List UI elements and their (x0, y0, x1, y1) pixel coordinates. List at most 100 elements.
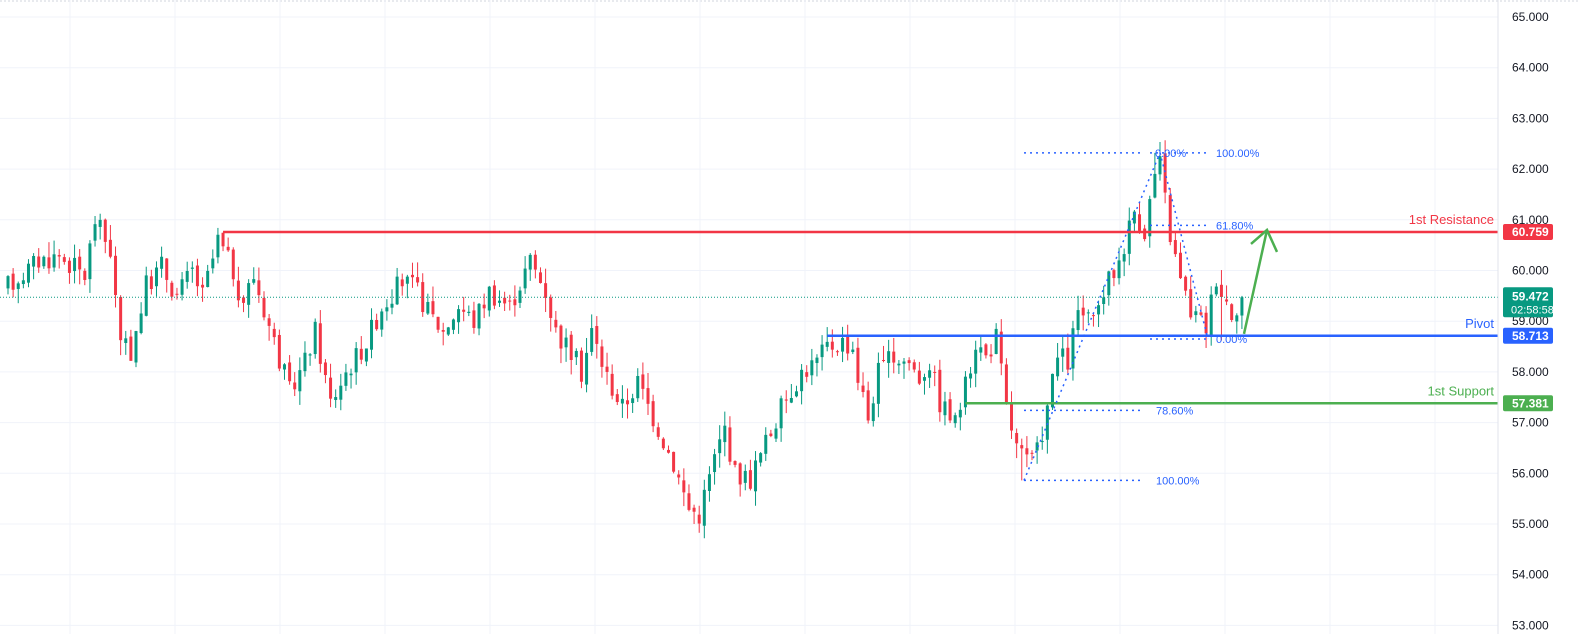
candle-body (620, 398, 624, 404)
candle-body (656, 427, 660, 437)
candle-body (211, 258, 215, 269)
candle-body (902, 361, 906, 364)
candle-body (180, 279, 184, 295)
candle-body (646, 388, 650, 404)
candle-body (421, 282, 425, 313)
candle-body (518, 290, 522, 303)
candle-body (846, 337, 850, 354)
candle-body (651, 401, 655, 427)
candle-body (682, 480, 686, 493)
candle-body (569, 334, 573, 360)
candle-body (37, 256, 41, 268)
candle-body (590, 328, 594, 352)
candle-body (323, 362, 327, 376)
candle-body (1045, 405, 1049, 440)
candle-body (1235, 315, 1239, 322)
candle-body (841, 337, 845, 352)
candle-body (871, 403, 875, 422)
candle-body (88, 243, 92, 280)
candle-body (221, 232, 225, 247)
candle-body (943, 401, 947, 416)
candle-body (641, 374, 645, 389)
candle-body (1071, 328, 1075, 369)
candle-body (149, 276, 153, 290)
candle-body (523, 268, 527, 289)
candle-body (93, 224, 97, 241)
candle-body (887, 351, 891, 363)
candle-body (912, 362, 916, 370)
level-price-badge-text: 60.759 (1512, 225, 1549, 239)
candle-body (789, 398, 793, 403)
level-price-badge (1503, 224, 1553, 241)
candle-body (175, 293, 179, 295)
candle-body (160, 256, 164, 269)
level-name-label: 1st Support (1428, 383, 1495, 398)
candle-body (897, 363, 901, 366)
candle-body (1189, 289, 1193, 318)
candle-body (370, 319, 374, 350)
candle-body (1117, 260, 1121, 279)
candle-body (928, 370, 932, 378)
candle-body (1127, 220, 1131, 254)
candle-body (1184, 276, 1188, 291)
candle-body (1020, 445, 1024, 449)
candle-body (989, 354, 993, 357)
candle-body (32, 255, 36, 267)
fib-label: 0.00% (1155, 148, 1186, 160)
candle-body (1178, 252, 1182, 279)
candle-body (856, 347, 860, 383)
fib-label: 61.80% (1216, 220, 1254, 232)
level-price-badge (1503, 395, 1553, 412)
candle-body (538, 272, 542, 283)
candle-body (666, 449, 670, 453)
candle-body (462, 309, 466, 312)
candle-body (426, 301, 430, 314)
candle-body (779, 398, 783, 429)
candle-body (564, 337, 568, 348)
candle-body (165, 258, 169, 280)
candle-body (1143, 228, 1147, 240)
fibonacci-retracements: 100.00% 78.60% 0.00% 100.00% 61.80% 0.00% (1023, 148, 1260, 487)
candle-body (585, 352, 589, 385)
candle-body (707, 474, 711, 491)
candle-body (318, 323, 322, 364)
candle-body (231, 249, 235, 280)
candle-body (1050, 373, 1054, 408)
candle-body (252, 279, 256, 283)
candle-body (1132, 211, 1136, 224)
price-tick-label: 64.000 (1512, 61, 1549, 75)
candle-body (293, 382, 297, 390)
price-tick-label: 58.000 (1512, 365, 1549, 379)
candle-body (805, 372, 809, 377)
candle-body (979, 347, 983, 353)
candle-body (52, 254, 56, 268)
price-tick-label: 62.000 (1512, 162, 1549, 176)
candle-body (1199, 312, 1203, 315)
candle-body (733, 461, 737, 465)
candle-body (605, 366, 609, 372)
candle-body (1025, 448, 1029, 455)
candle-body (216, 234, 220, 258)
price-axis[interactable]: 65.000 64.000 63.000 62.000 61.000 60.000 59.0… (1512, 10, 1549, 632)
level-price-badge (1503, 327, 1553, 344)
candle-body (375, 319, 379, 330)
candle-body (917, 370, 921, 384)
grid (0, 0, 1498, 634)
candle-body (697, 514, 701, 524)
candle-body (595, 326, 599, 344)
price-tick-label: 57.000 (1512, 416, 1549, 430)
candle-body (441, 330, 445, 332)
candle-body (1138, 214, 1142, 231)
candle-body (953, 415, 957, 424)
candle-body (288, 362, 292, 382)
candle-body (1153, 173, 1157, 198)
candle-body (866, 390, 870, 421)
candle-body (513, 299, 517, 306)
candle-body (851, 349, 855, 353)
candle-body (282, 364, 286, 370)
candle-body (774, 428, 778, 439)
candle-body (129, 336, 133, 361)
projection-arrow-shaft (1242, 229, 1269, 335)
candle-body (554, 319, 558, 328)
